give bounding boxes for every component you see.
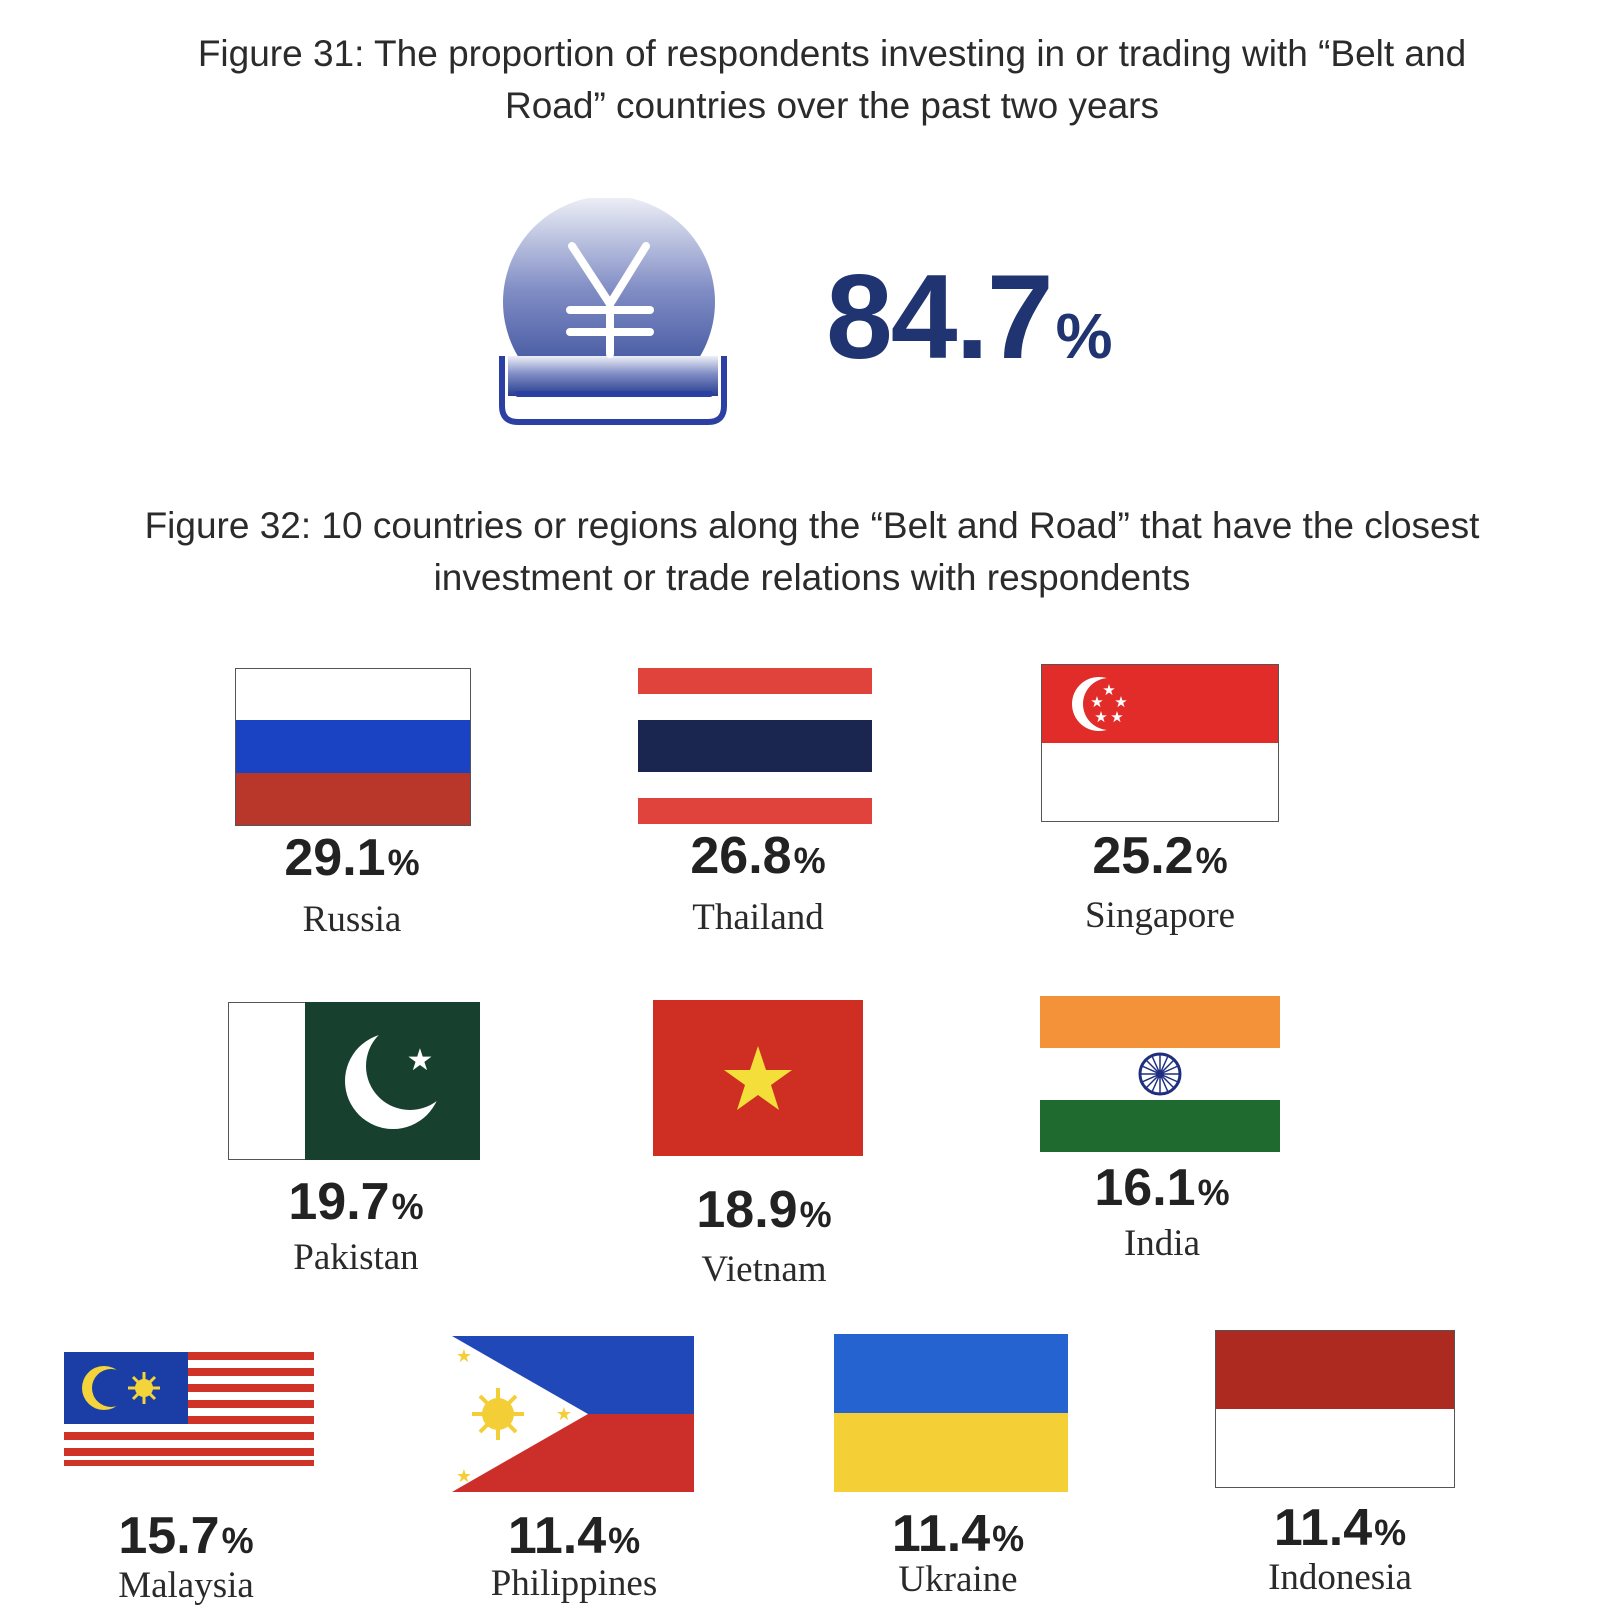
country-percentage: 26.8% [628,826,888,886]
country-percentage: 18.9% [634,1180,894,1240]
vietnam-flag-icon [653,1000,863,1156]
percent-sign: % [1374,1512,1407,1553]
country-item-indonesia: 11.4% Indonesia [1210,1330,1470,1600]
country-name: Vietnam [701,1249,827,1290]
country-name: Malaysia [118,1565,254,1606]
percent-sign: % [221,1520,254,1561]
figure-31-title-line-2: Road” countries over the past two years [505,85,1159,126]
figure-32-title: Figure 32: 10 countries or regions along… [0,500,1624,604]
country-item-philippines: ★ ★ ★ 11.4% Philippines [444,1336,704,1608]
thailand-flag-icon [638,668,872,824]
percent-sign: % [799,1194,832,1235]
percent-sign: % [793,840,826,881]
country-name: India [1123,1223,1201,1264]
country-item-malaysia: 15.7% Malaysia [60,1352,320,1608]
country-percentage: 11.4% [444,1506,704,1566]
svg-text:★: ★ [407,1043,434,1078]
country-value: 25.2 [1092,827,1194,885]
country-percentage: 19.7% [226,1172,486,1232]
svg-text:★: ★ [456,1346,472,1367]
figure-31-unit: % [1055,300,1113,372]
svg-text:★: ★ [1114,693,1127,711]
country-name: Thailand [692,897,824,938]
country-value: 29.1 [284,829,386,887]
percent-sign: % [1197,1172,1230,1213]
country-name: Russia [302,899,402,940]
country-name: Philippines [490,1563,658,1604]
percent-sign: % [608,1520,641,1561]
svg-text:★: ★ [1090,693,1103,711]
yen-coin-slot-icon [488,196,738,430]
country-percentage: 25.2% [1030,826,1290,886]
country-item-ukraine: 11.4% Ukraine [828,1334,1088,1604]
country-value: 11.4 [507,1507,607,1565]
country-item-vietnam: 18.9% Vietnam [634,1000,894,1290]
country-value: 11.4 [1273,1499,1373,1557]
country-percentage: 11.4% [1210,1498,1470,1558]
country-percentage: 29.1% [222,828,482,888]
country-name: Pakistan [293,1237,419,1278]
figure-31-value: 84.7 [826,250,1054,384]
country-name: Ukraine [898,1559,1018,1600]
figure-32-title-line-1: Figure 32: 10 countries or regions along… [144,505,1480,546]
country-item-thailand: 26.8% Thailand [628,668,888,938]
country-percentage: 11.4% [828,1504,1088,1564]
country-name: Singapore [1084,895,1236,936]
country-item-india: 16.1% India [1032,996,1292,1266]
country-percentage: 15.7% [56,1506,316,1566]
singapore-flag-icon: ★ ★ ★ ★ ★ [1041,664,1279,822]
india-flag-icon [1040,996,1280,1152]
ukraine-flag-icon [834,1334,1068,1492]
svg-text:★: ★ [456,1466,472,1487]
percent-sign: % [391,1186,424,1227]
country-percentage: 16.1% [1032,1158,1292,1218]
percent-sign: % [387,842,420,883]
svg-text:★: ★ [1094,708,1107,726]
country-value: 19.7 [288,1173,390,1231]
percent-sign: % [992,1518,1025,1559]
country-item-pakistan: ★ 19.7% Pakistan [226,1002,486,1278]
indonesia-flag-icon [1215,1330,1455,1488]
philippines-flag-icon: ★ ★ ★ [452,1336,694,1492]
figure-31-percentage: 84.7% [826,248,1112,386]
svg-text:★: ★ [1110,708,1123,726]
country-value: 26.8 [690,827,792,885]
country-value: 15.7 [118,1507,220,1565]
svg-text:★: ★ [1102,681,1115,699]
figure-32-title-line-2: investment or trade relations with respo… [433,557,1191,598]
figure-31-title-line-1: Figure 31: The proportion of respondents… [197,33,1467,74]
russia-flag-icon [235,668,471,826]
country-value: 18.9 [696,1181,798,1239]
percent-sign: % [1195,840,1228,881]
country-value: 11.4 [891,1505,991,1563]
figure-31-title: Figure 31: The proportion of respondents… [20,28,1624,132]
malaysia-flag-icon [64,1352,314,1466]
pakistan-flag-icon: ★ [228,1002,480,1160]
country-item-singapore: ★ ★ ★ ★ ★ 25.2% Singapore [1030,664,1290,936]
country-item-russia: 29.1% Russia [222,668,482,940]
country-value: 16.1 [1094,1159,1196,1217]
svg-text:★: ★ [556,1404,572,1425]
country-name: Indonesia [1268,1557,1412,1598]
